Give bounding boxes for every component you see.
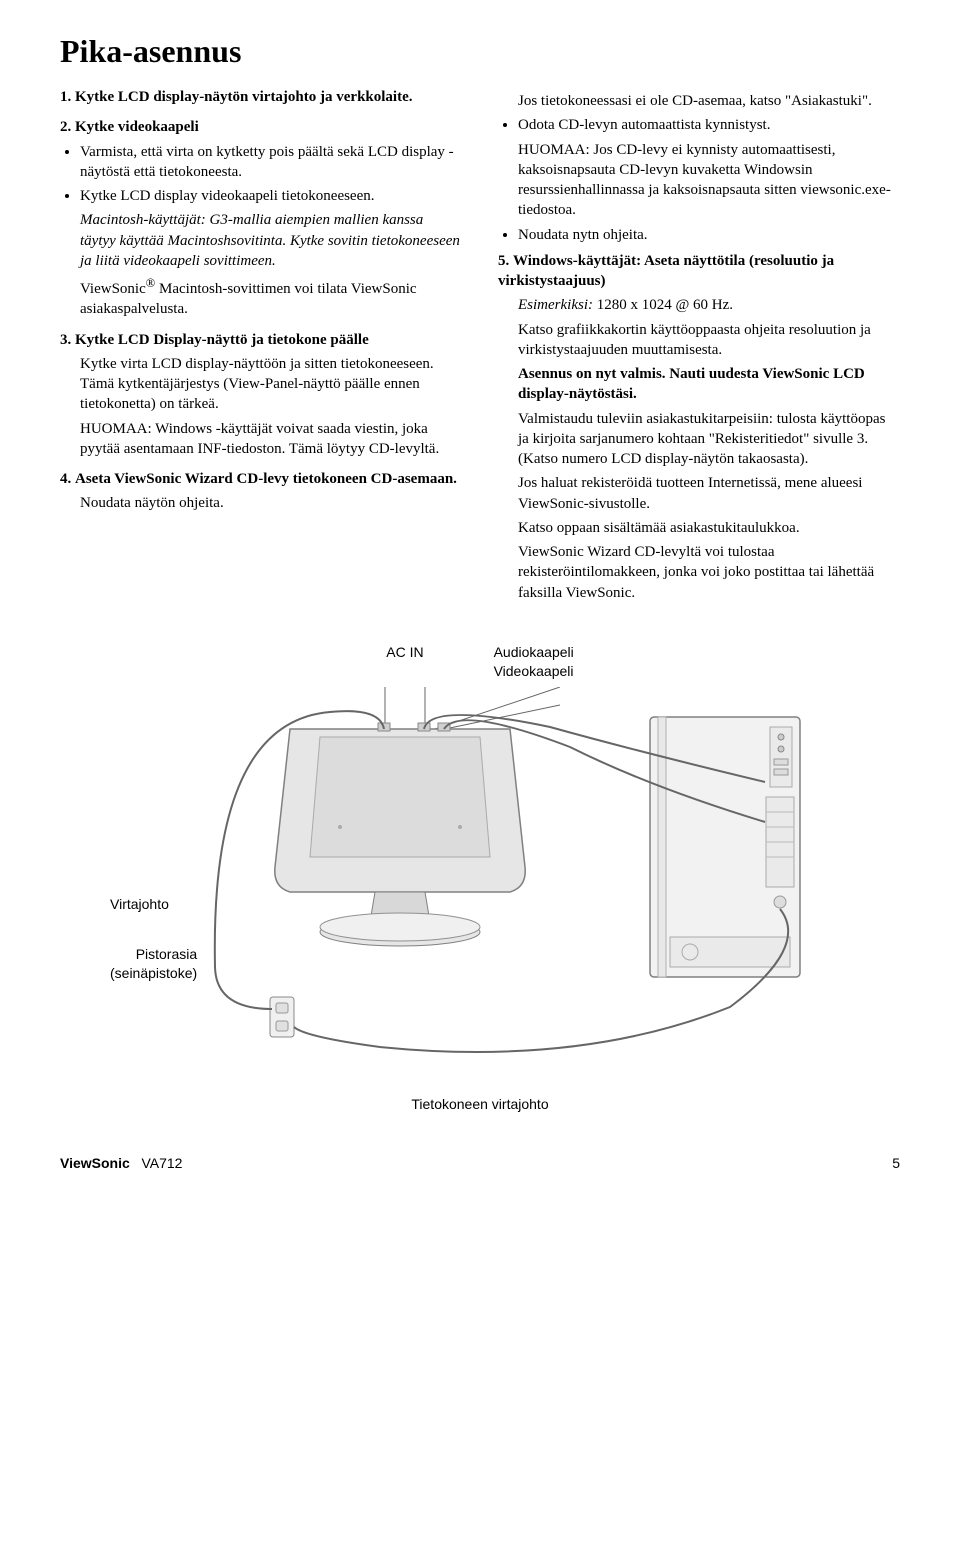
step-3: 3. Kytke LCD Display-näyttö ja tietokone…: [60, 330, 462, 460]
footer-brand: ViewSonic: [60, 1155, 130, 1171]
step-1-label: Kytke LCD display-näytön virtajohto ja v…: [75, 89, 413, 105]
vs-a: ViewSonic: [80, 281, 146, 297]
step-4-p1: Noudata näytön ohjeita.: [80, 493, 462, 513]
step-3-p2: HUOMAA: Windows -käyttäjät voivat saada …: [80, 419, 462, 460]
step-1: 1. Kytke LCD display-näytön virtajohto j…: [60, 87, 462, 107]
step-5-p5: Jos haluat rekisteröidä tuotteen Interne…: [518, 473, 900, 514]
wall-outlet-icon: [270, 997, 294, 1037]
step-5-ex-a: Esimerkiksi:: [518, 297, 593, 313]
step-4-label: Aseta ViewSonic Wizard CD-levy tietokone…: [75, 471, 457, 487]
step-5-p7: ViewSonic Wizard CD-levyltä voi tulostaa…: [518, 542, 900, 603]
step-2-bullets: Varmista, että virta on kytketty pois pä…: [60, 142, 462, 207]
step-5-p3: Asennus on nyt valmis. Nauti uudesta Vie…: [518, 364, 900, 405]
label-cables-right: Audiokaapeli Videokaapeli: [494, 643, 574, 681]
step-2-mac-note: Macintosh-käyttäjät: G3-mallia aiempien …: [80, 210, 462, 271]
vs-reg: ®: [146, 276, 156, 290]
right-b2: Noudata nytn ohjeita.: [518, 225, 900, 245]
step-5-example: Esimerkiksi: 1280 x 1024 @ 60 Hz.: [518, 295, 900, 315]
diagram-svg: [130, 687, 830, 1067]
footer-model: VA712: [141, 1155, 182, 1171]
right-p1: Jos tietokoneessasi ei ole CD-asemaa, ka…: [518, 91, 900, 111]
label-audio: Audiokaapeli: [494, 643, 574, 662]
page-footer: ViewSonic VA712 5: [60, 1154, 900, 1173]
label-ac-in: AC IN: [386, 643, 423, 681]
step-1-num: 1.: [60, 89, 71, 105]
right-column: Jos tietokoneessasi ei ole CD-asemaa, ka…: [498, 87, 900, 613]
footer-left: ViewSonic VA712: [60, 1154, 182, 1173]
right-p2: HUOMAA: Jos CD-levy ei kynnisty automaat…: [518, 140, 900, 221]
step-2-b1: Varmista, että virta on kytketty pois pä…: [80, 142, 462, 183]
left-column: 1. Kytke LCD display-näytön virtajohto j…: [60, 87, 462, 613]
step-4: 4. Aseta ViewSonic Wizard CD-levy tietok…: [60, 469, 462, 514]
footer-page: 5: [892, 1154, 900, 1173]
label-video: Videokaapeli: [494, 662, 574, 681]
label-power-cord: Virtajohto: [110, 895, 169, 914]
diagram-top-labels: AC IN Audiokaapeli Videokaapeli: [60, 643, 900, 681]
monitor-icon: [275, 723, 525, 946]
label-outlet: Pistorasia (seinäpistoke): [110, 945, 197, 983]
page-title: Pika-asennus: [60, 30, 900, 73]
right-bullets-1: Odota CD-levyn automaattista kynnistyst.: [498, 115, 900, 135]
step-3-p1: Kytke virta LCD display-näyttöön ja sitt…: [80, 354, 462, 415]
content-columns: 1. Kytke LCD display-näytön virtajohto j…: [60, 87, 900, 613]
step-5-num: 5.: [498, 253, 509, 269]
step-5: 5. Windows-käyttäjät: Aseta näyttötila (…: [498, 251, 900, 603]
step-2-label: Kytke videokaapeli: [75, 119, 199, 135]
connection-diagram: AC IN Audiokaapeli Videokaapeli: [60, 643, 900, 1114]
step-2-b2: Kytke LCD display videokaapeli tietokone…: [80, 186, 462, 206]
right-b1: Odota CD-levyn automaattista kynnistyst.: [518, 115, 900, 135]
pc-tower-icon: [650, 717, 800, 977]
step-5-p4: Valmistaudu tuleviin asiakastukitarpeisi…: [518, 409, 900, 470]
step-5-p6: Katso oppaan sisältämää asiakastukitaulu…: [518, 518, 900, 538]
step-2-num: 2.: [60, 119, 71, 135]
label-pc-power: Tietokoneen virtajohto: [60, 1095, 900, 1114]
step-5-p2: Katso grafiikkakortin käyttöoppaasta ohj…: [518, 320, 900, 361]
step-2-viewsonic-note: ViewSonic® Macintosh-sovittimen voi tila…: [80, 275, 462, 320]
step-2: 2. Kytke videokaapeli Varmista, että vir…: [60, 117, 462, 319]
step-5-label: Windows-käyttäjät: Aseta näyttötila (res…: [498, 253, 834, 289]
step-5-ex-b: 1280 x 1024 @ 60 Hz.: [593, 297, 733, 313]
step-4-num: 4.: [60, 471, 71, 487]
step-3-num: 3.: [60, 332, 71, 348]
step-3-label: Kytke LCD Display-näyttö ja tietokone pä…: [75, 332, 369, 348]
right-bullets-2: Noudata nytn ohjeita.: [498, 225, 900, 245]
